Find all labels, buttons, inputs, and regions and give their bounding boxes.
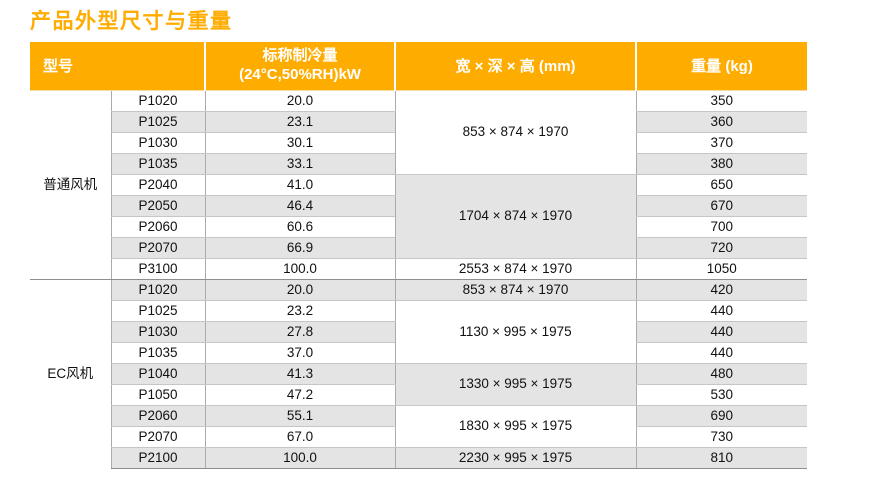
- weight-cell: 350: [635, 90, 808, 112]
- cooling-cell: 55.1: [204, 405, 396, 427]
- cooling-cell: 27.8: [204, 321, 396, 343]
- weight-cell: 480: [635, 363, 808, 385]
- cooling-cell: 67.0: [204, 426, 396, 448]
- model-cell: P2070: [110, 237, 206, 259]
- model-cell: P1030: [110, 321, 206, 343]
- cooling-cell: 33.1: [204, 153, 396, 175]
- spec-table-header: 型号 标称制冷量 (24°C,50%RH)kW 宽 × 深 × 高 (mm) 重…: [30, 42, 808, 91]
- dimensions-cell: 1830 × 995 × 1975: [394, 405, 637, 448]
- weight-cell: 370: [635, 132, 808, 154]
- page-title: 产品外型尺寸与重量: [30, 10, 233, 33]
- weight-cell: 1050: [635, 258, 808, 280]
- dimensions-cell: 853 × 874 × 1970: [394, 279, 637, 301]
- cooling-cell: 37.0: [204, 342, 396, 364]
- weight-cell: 810: [635, 447, 808, 469]
- table-row: P1050 47.2 530: [30, 384, 808, 406]
- group-label-cell: 普通风机: [30, 90, 111, 280]
- dimensions-cell: 853 × 874 × 1970: [394, 90, 637, 175]
- cooling-cell: 46.4: [204, 195, 396, 217]
- model-cell: P2060: [110, 216, 206, 238]
- table-row: P1025 23.2 1130 × 995 × 1975 440: [30, 300, 808, 364]
- model-cell: P1030: [110, 132, 206, 154]
- col-header-model: 型号: [30, 42, 206, 91]
- weight-cell: 440: [635, 321, 808, 343]
- weight-cell: 440: [635, 342, 808, 364]
- weight-cell: 670: [635, 195, 808, 217]
- table-row: P1025 23.1 360: [30, 111, 808, 133]
- table-row: P1040 41.3 1330 × 995 × 1975 480: [30, 363, 808, 406]
- model-cell: P1040: [110, 363, 206, 385]
- model-cell: P1025: [110, 300, 206, 322]
- model-cell: P1050: [110, 384, 206, 406]
- cooling-cell: 66.9: [204, 237, 396, 259]
- cooling-cell: 23.2: [204, 300, 396, 322]
- spec-table-body: 普通风机 P1020 20.0 853 × 874 × 1970 350 P1025 23.…: [30, 90, 808, 469]
- table-row: P1030 27.8 440: [30, 321, 808, 343]
- dimensions-cell: 1704 × 874 × 1970: [394, 174, 637, 259]
- table-row: P2070 67.0 730: [30, 426, 808, 448]
- cooling-header-line2: (24°C,50%RH)kW: [239, 65, 361, 83]
- table-row: 普通风机 P1020 20.0 853 × 874 × 1970 350: [30, 90, 808, 280]
- col-header-dimensions: 宽 × 深 × 高 (mm): [394, 42, 637, 91]
- cooling-cell: 100.0: [204, 258, 396, 280]
- table-row: P2040 41.0 1704 × 874 × 1970 650: [30, 174, 808, 259]
- table-row: P3100 100.0 2553 × 874 × 1970 1050: [30, 258, 808, 280]
- weight-cell: 360: [635, 111, 808, 133]
- col-header-cooling: 标称制冷量 (24°C,50%RH)kW: [204, 42, 396, 91]
- weight-cell: 650: [635, 174, 808, 196]
- model-cell: P1020: [110, 90, 206, 112]
- cooling-cell: 41.0: [204, 174, 396, 196]
- table-row: P2060 60.6 700: [30, 216, 808, 238]
- group-label-cell: EC风机: [30, 279, 111, 468]
- col-header-weight: 重量 (kg): [635, 42, 808, 91]
- weight-cell: 440: [635, 300, 808, 322]
- table-row: P1035 33.1 380: [30, 153, 808, 175]
- dimensions-cell: 1130 × 995 × 1975: [394, 300, 637, 364]
- cooling-cell: 23.1: [204, 111, 396, 133]
- weight-cell: 380: [635, 153, 808, 175]
- table-row: P1035 37.0 440: [30, 342, 808, 364]
- model-cell: P2050: [110, 195, 206, 217]
- spec-table: 型号 标称制冷量 (24°C,50%RH)kW 宽 × 深 × 高 (mm) 重…: [30, 42, 808, 469]
- model-cell: P2070: [110, 426, 206, 448]
- cooling-cell: 47.2: [204, 384, 396, 406]
- cooling-cell: 41.3: [204, 363, 396, 385]
- cooling-cell: 30.1: [204, 132, 396, 154]
- model-cell: P2100: [110, 447, 206, 469]
- cooling-cell: 100.0: [204, 447, 396, 469]
- model-cell: P1020: [110, 279, 206, 301]
- weight-cell: 690: [635, 405, 808, 427]
- model-cell: P3100: [110, 258, 206, 280]
- dimensions-cell: 2230 × 995 × 1975: [394, 447, 637, 469]
- dimensions-cell: 2553 × 874 × 1970: [394, 258, 637, 280]
- model-cell: P1025: [110, 111, 206, 133]
- cooling-cell: 20.0: [204, 90, 396, 112]
- table-row: P2050 46.4 670: [30, 195, 808, 217]
- weight-cell: 420: [635, 279, 808, 301]
- model-cell: P1035: [110, 153, 206, 175]
- model-cell: P2060: [110, 405, 206, 427]
- dimensions-cell: 1330 × 995 × 1975: [394, 363, 637, 406]
- weight-cell: 720: [635, 237, 808, 259]
- table-row: P2070 66.9 720: [30, 237, 808, 259]
- table-row: P1030 30.1 370: [30, 132, 808, 154]
- cooling-cell: 60.6: [204, 216, 396, 238]
- header-row: 型号 标称制冷量 (24°C,50%RH)kW 宽 × 深 × 高 (mm) 重…: [30, 42, 808, 91]
- table-row: P2100 100.0 2230 × 995 × 1975 810: [30, 447, 808, 469]
- cooling-header-line1: 标称制冷量: [262, 47, 338, 64]
- weight-cell: 700: [635, 216, 808, 238]
- cooling-cell: 20.0: [204, 279, 396, 301]
- model-cell: P1035: [110, 342, 206, 364]
- model-cell: P2040: [110, 174, 206, 196]
- table-row: P2060 55.1 1830 × 995 × 1975 690: [30, 405, 808, 448]
- weight-cell: 730: [635, 426, 808, 448]
- table-row: EC风机 P1020 20.0 853 × 874 × 1970 420: [30, 279, 808, 468]
- weight-cell: 530: [635, 384, 808, 406]
